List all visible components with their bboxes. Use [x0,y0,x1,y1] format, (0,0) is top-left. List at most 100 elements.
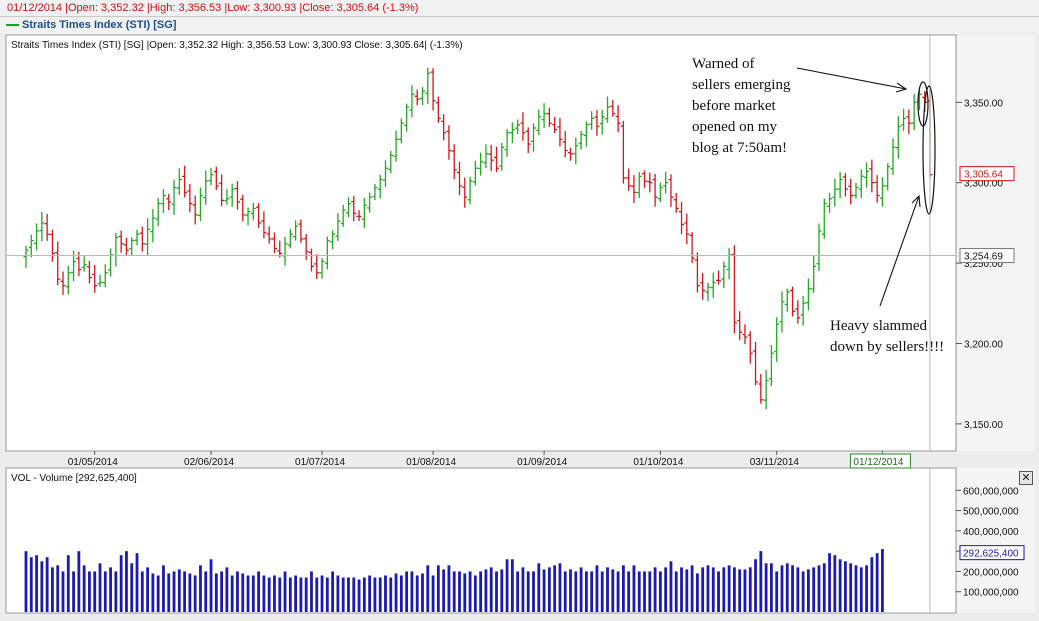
volume-bar [706,565,710,612]
ohlc-bar [753,342,759,386]
volume-bar [278,577,282,612]
volume-bar [859,567,863,612]
ohlc-bar [166,193,172,211]
ohlc-bar [710,272,716,298]
ohlc-bar [573,137,579,165]
volume-bar [510,559,514,612]
x-tick-label: 01/08/2014 [406,457,456,468]
volume-y-tick-label: 600,000,000 [963,486,1019,497]
volume-bar [45,557,49,612]
volume-bar [632,565,636,612]
ohlc-bar [102,264,108,288]
volume-bar [246,575,250,612]
volume-bar [547,567,551,612]
ohlc-bar [657,182,663,203]
volume-bar [82,565,86,612]
ohlc-bar [885,163,891,191]
close-volume-panel-button[interactable]: ✕ [1019,471,1033,485]
ohlc-bar [779,291,785,333]
volume-bar [738,569,742,612]
volume-bar [183,571,186,612]
volume-bar [621,565,625,612]
ohlc-bar [811,255,817,293]
ohlc-bar [668,174,674,207]
volume-bar [357,579,361,612]
ohlc-bar [742,324,748,345]
ohlc-bar [456,161,462,196]
ohlc-bar [208,167,214,185]
ohlc-bar [784,288,790,312]
ohlc-bar [308,248,314,272]
ohlc-bar [435,96,441,123]
volume-bar [722,567,726,612]
volume-bar [421,573,424,612]
volume-y-tick-label: 400,000,000 [963,527,1019,538]
ohlc-bar [467,176,473,205]
volume-bar [458,571,461,612]
volume-last-label: 292,625,400 [963,549,1019,560]
volume-bar [40,561,44,612]
ohlc-bar [890,138,896,176]
ohlc-bar [129,237,135,256]
ohlc-bar [145,218,151,256]
ohlc-bar [901,108,907,131]
volume-axis-area [957,468,1035,613]
ohlc-bar [377,174,383,199]
volume-bar [542,569,546,612]
ohlc-bar [245,207,251,226]
ohlc-bar [684,213,690,245]
ohlc-bar [345,197,351,218]
ohlc-bar [610,99,616,117]
volume-bar [331,571,335,612]
annotation-slammed: Heavy slammed down by sellers!!!! [830,318,945,355]
ohlc-bar [858,169,864,199]
volume-bar [156,575,160,612]
ohlc-bar [679,201,685,235]
price-y-tick-label: 3,200.00 [964,339,1003,350]
ohlc-bar [552,116,558,134]
ohlc-bar [895,116,901,159]
volume-bar [711,567,715,612]
ohlc-bar [155,198,161,227]
volume-bar [103,571,107,612]
ohlc-bar [462,177,468,208]
volume-bar [93,571,97,612]
volume-bar [283,571,287,612]
volume-bar [288,577,292,612]
volume-bar [680,567,683,612]
volume-bar [436,565,440,612]
volume-bar [780,565,784,612]
ohlc-bar [647,172,653,193]
volume-bar [24,551,28,612]
ohlc-bar [256,203,262,228]
volume-bar [162,565,165,612]
x-tick-label: 01/07/2014 [295,457,345,468]
volume-bar [828,553,831,612]
volume-bar [595,565,599,612]
arrow-top-head [895,82,908,93]
ohlc-bar [626,168,632,191]
volume-bar [500,569,504,612]
volume-bar [29,557,33,612]
volume-bar [563,571,567,612]
ohlc-bar [404,103,410,132]
volume-bar [193,575,197,612]
volume-bar [812,567,816,612]
ohlc-bar [388,150,394,174]
ohlc-bar [763,369,769,410]
ohlc-bar [271,232,277,254]
volume-bar [875,553,879,612]
volume-series [24,549,884,612]
volume-bar [553,565,557,612]
ohlc-bar [504,129,510,157]
volume-bar [701,567,705,612]
ohlc-bar [55,241,61,285]
volume-bar [648,571,652,612]
volume-bar [320,575,324,612]
volume-bar [844,561,847,612]
ohlc-bar [393,130,399,162]
ohlc-bar [250,202,256,221]
volume-bar [267,577,271,612]
ohlc-bar [446,125,452,160]
volume-bar [532,571,535,612]
